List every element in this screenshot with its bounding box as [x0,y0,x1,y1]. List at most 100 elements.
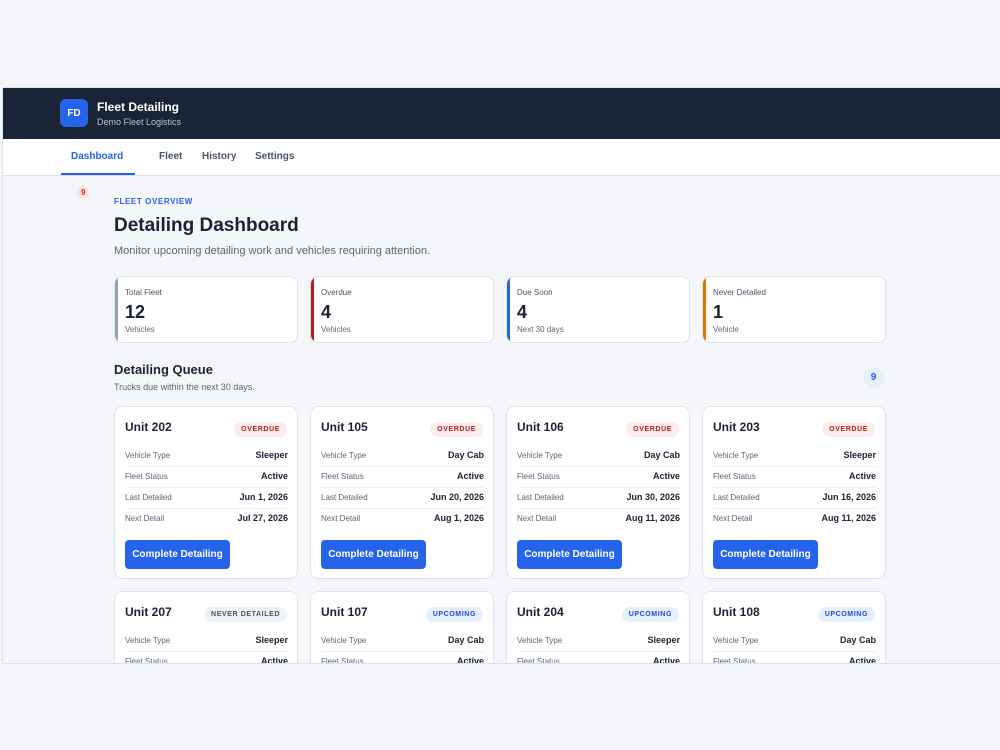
app-logo[interactable]: FD [60,99,88,127]
detail-value: Active [456,471,484,481]
detail-value: Active [456,656,484,664]
detail-value: Sleeper [647,635,680,645]
stat-value: 12 [125,302,146,322]
top-bar: FD Fleet Detailing Demo Fleet Logistics [3,88,1000,139]
detail-label: Vehicle Type [713,636,759,645]
detail-row: Fleet Status Active [321,652,484,664]
detail-label: Fleet Status [713,657,756,664]
detail-value: Day Cab [839,635,876,645]
detail-row: Fleet Status Active [713,467,876,488]
stat-accent [311,277,314,342]
detail-row: Fleet Status Active [517,652,680,664]
stat-overdue: Overdue 4 Vehicles [310,276,494,343]
stat-value: 4 [517,302,528,322]
detail-value: Sleeper [843,450,876,460]
vehicle-card: Unit 105 OVERDUE Vehicle Type Day Cab Fle… [310,406,494,579]
detail-label: Last Detailed [321,493,368,502]
detail-value: Aug 1, 2026 [433,513,484,523]
detail-label: Fleet Status [517,657,560,664]
complete-detailing-button[interactable]: Complete Detailing [713,540,818,569]
detail-label: Vehicle Type [321,451,367,460]
stat-accent [703,277,706,342]
detail-row: Vehicle Type Day Cab [321,631,484,652]
app-subtitle: Demo Fleet Logistics [97,117,182,127]
detail-row: Next Detail Jul 27, 2026 [125,509,288,530]
detail-row: Last Detailed Jun 1, 2026 [125,488,288,509]
detail-label: Vehicle Type [321,636,367,645]
vehicle-card: Unit 207 NEVER DETAILED Vehicle Type Slee… [114,591,298,664]
detail-row: Vehicle Type Day Cab [517,446,680,467]
unit-name: Unit 203 [713,420,760,434]
detail-value: Aug 11, 2026 [625,513,680,523]
detail-label: Vehicle Type [125,636,171,645]
detail-row: Vehicle Type Sleeper [125,446,288,467]
stat-accent [115,277,118,342]
complete-detailing-button[interactable]: Complete Detailing [517,540,622,569]
complete-detailing-button[interactable]: Complete Detailing [125,540,230,569]
app-window: FD Fleet Detailing Demo Fleet Logistics … [2,87,1000,664]
detail-value: Active [260,656,288,664]
tab-fleet[interactable]: Fleet [159,151,183,162]
unit-name: Unit 108 [713,605,760,619]
detail-row: Vehicle Type Sleeper [517,631,680,652]
status-badge: UPCOMING [817,607,875,622]
section-eyebrow: FLEET OVERVIEW [114,197,193,206]
complete-detailing-button[interactable]: Complete Detailing [321,540,426,569]
detail-value: Jun 30, 2026 [626,492,680,502]
page-title: Detailing Dashboard [114,215,299,236]
detail-row: Vehicle Type Day Cab [321,446,484,467]
stat-never-detailed: Never Detailed 1 Vehicle [702,276,886,343]
queue-count-badge: 9 [863,367,884,388]
detail-value: Active [848,471,876,481]
unit-name: Unit 106 [517,420,564,434]
detail-label: Vehicle Type [713,451,759,460]
vehicle-card: Unit 203 OVERDUE Vehicle Type Sleeper Fle… [702,406,886,579]
detail-label: Next Detail [517,514,557,523]
tab-dashboard[interactable]: Dashboard 9 [61,139,135,199]
detail-row: Fleet Status Active [713,652,876,664]
queue-subtitle: Trucks due within the next 30 days. [114,382,255,392]
detail-label: Fleet Status [125,657,168,664]
detail-row: Vehicle Type Sleeper [125,631,288,652]
vehicle-card: Unit 202 OVERDUE Vehicle Type Sleeper Fle… [114,406,298,579]
tab-history[interactable]: History [202,151,237,162]
vehicle-card: Unit 107 UPCOMING Vehicle Type Day Cab Fl… [310,591,494,664]
stat-unit: Vehicles [125,325,155,334]
detail-row: Vehicle Type Day Cab [713,631,876,652]
status-badge: OVERDUE [822,422,875,437]
detail-value: Sleeper [255,635,288,645]
detail-label: Next Detail [321,514,361,523]
detail-label: Fleet Status [125,472,168,481]
detail-value: Day Cab [643,450,680,460]
status-badge: UPCOMING [621,607,679,622]
tab-label: Dashboard [71,151,124,162]
unit-name: Unit 107 [321,605,368,619]
stat-label: Never Detailed [713,288,766,297]
detail-row: Last Detailed Jun 30, 2026 [517,488,680,509]
stat-value: 1 [713,302,724,322]
detail-row: Fleet Status Active [125,467,288,488]
detail-label: Last Detailed [125,493,172,502]
stat-unit: Next 30 days [517,325,564,334]
detail-value: Active [652,471,680,481]
detail-value: Sleeper [255,450,288,460]
unit-name: Unit 202 [125,420,172,434]
tab-settings[interactable]: Settings [255,151,295,162]
stat-label: Overdue [321,288,352,297]
queue-title: Detailing Queue [114,362,213,377]
status-badge: OVERDUE [234,422,287,437]
page-subtitle: Monitor upcoming detailing work and vehi… [114,245,431,257]
detail-row: Last Detailed Jun 16, 2026 [713,488,876,509]
detail-row: Last Detailed Jun 20, 2026 [321,488,484,509]
detail-label: Next Detail [125,514,165,523]
detail-value: Jul 27, 2026 [237,513,288,523]
detail-row: Next Detail Aug 1, 2026 [321,509,484,530]
stat-unit: Vehicle [713,325,739,334]
vehicle-card: Unit 108 UPCOMING Vehicle Type Day Cab Fl… [702,591,886,664]
unit-name: Unit 105 [321,420,368,434]
detail-value: Jun 16, 2026 [822,492,876,502]
detail-label: Fleet Status [321,472,364,481]
detail-value: Active [260,471,288,481]
status-badge: NEVER DETAILED [204,607,287,622]
detail-label: Vehicle Type [517,636,563,645]
